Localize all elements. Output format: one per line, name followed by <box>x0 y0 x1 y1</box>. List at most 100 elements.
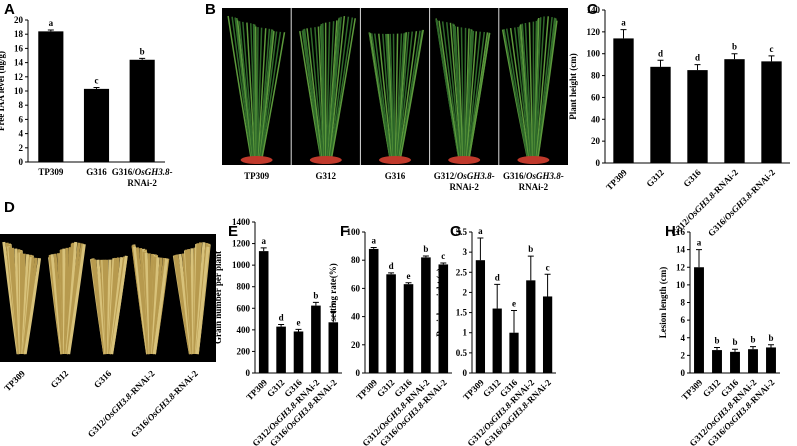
error-bar <box>696 249 702 268</box>
stem <box>259 31 278 158</box>
stem <box>438 20 460 158</box>
stem <box>67 244 86 355</box>
y-tick-label: 10 <box>14 86 24 96</box>
significance-letter: c <box>441 251 445 261</box>
significance-letter: c <box>770 44 774 54</box>
y-tick-label: 120 <box>587 27 601 37</box>
y-tick-label: 40 <box>591 114 601 124</box>
y-tick-label: 1 <box>463 328 468 338</box>
bar <box>509 332 519 373</box>
stem <box>389 33 395 158</box>
stem <box>246 22 256 158</box>
x-tick-label: G312 <box>265 377 287 399</box>
y-tick-label: 0 <box>463 368 468 378</box>
stem <box>505 28 529 158</box>
plant-photo <box>48 241 86 355</box>
error-bar <box>370 247 377 249</box>
bar <box>83 88 110 162</box>
error-bar <box>694 64 701 71</box>
x-tick-label: G312 <box>375 377 397 399</box>
plant-photo <box>299 15 356 164</box>
y-tick-label: 0 <box>356 368 361 378</box>
y-tick-label: 6 <box>19 114 24 124</box>
panel-letter: D <box>4 199 15 216</box>
panel-letter: B <box>205 1 216 18</box>
error-bar <box>732 348 738 352</box>
bar <box>761 61 782 163</box>
y-tick-label: 60 <box>351 283 361 293</box>
y-tick-label: 200 <box>237 346 251 356</box>
y-tick-label: 4 <box>681 333 686 343</box>
stem <box>195 246 210 355</box>
stem <box>528 22 534 158</box>
y-tick-label: 80 <box>351 255 361 265</box>
y-tick-label: 0.5 <box>456 348 468 358</box>
error-bar <box>312 301 319 306</box>
panel-letter: C <box>587 1 598 18</box>
pot <box>517 156 550 164</box>
stem <box>396 31 410 158</box>
stem <box>536 16 553 158</box>
stem <box>328 16 342 158</box>
bar <box>276 326 286 373</box>
significance-letter: b <box>528 244 533 254</box>
stem <box>446 22 462 158</box>
panel-letter: G <box>450 223 462 240</box>
error-bar <box>139 57 146 60</box>
y-axis-label: Lesion length (cm) <box>658 267 668 339</box>
y-tick-label: 0 <box>596 158 601 168</box>
significance-letter: e <box>512 299 516 309</box>
y-tick-label: 2 <box>19 143 24 153</box>
bar <box>492 308 502 373</box>
significance-letter: b <box>714 335 719 345</box>
significance-letter: a <box>621 18 626 28</box>
stem <box>257 28 267 158</box>
error-bar <box>714 346 720 351</box>
y-tick-label: 0 <box>19 157 24 167</box>
significance-letter: e <box>297 317 301 327</box>
significance-letter: d <box>695 53 700 63</box>
significance-letter: e <box>407 271 411 281</box>
stem <box>110 255 128 355</box>
x-tick-label: G312 <box>644 167 666 189</box>
bar <box>613 38 634 163</box>
bar <box>542 296 553 373</box>
y-tick-label: 2.5 <box>456 267 468 277</box>
y-tick-label: 10 <box>676 280 686 290</box>
y-tick-label: 3 <box>463 247 468 257</box>
y-tick-label: 2 <box>463 287 468 297</box>
bar <box>38 31 64 162</box>
significance-letter: c <box>95 75 99 85</box>
photo-label: G316 <box>92 368 114 390</box>
significance-letter: c <box>546 262 550 272</box>
stem <box>242 21 255 158</box>
x-tick-label: G316 <box>681 167 703 189</box>
bar <box>258 251 269 373</box>
x-tick-label: TP309 <box>354 377 379 402</box>
y-axis-label: Seed setting rate(%) <box>328 263 338 341</box>
stem <box>370 33 392 158</box>
panel-letter: H <box>665 223 676 240</box>
y-tick-label: 4 <box>19 129 24 139</box>
x-tick-label: G316/OsGH3.8-RNAi-2 <box>112 167 173 188</box>
plant-photo <box>89 255 128 355</box>
bar <box>475 260 486 373</box>
bar <box>712 350 722 373</box>
stem <box>394 33 399 158</box>
error-bar <box>544 273 551 297</box>
y-tick-label: 16 <box>14 43 24 53</box>
stem <box>463 27 467 158</box>
error-bar <box>657 59 664 67</box>
stem <box>503 28 529 158</box>
stem <box>378 33 393 158</box>
stem <box>449 22 463 158</box>
significance-letter: a <box>49 18 54 28</box>
significance-letter: b <box>732 42 737 52</box>
y-tick-label: 1400 <box>232 217 251 227</box>
stem <box>250 23 257 158</box>
significance-letter: d <box>658 48 663 58</box>
stem <box>534 17 542 158</box>
y-axis-label: Plant height (cm) <box>568 53 578 120</box>
significance-letter: d <box>495 272 500 282</box>
